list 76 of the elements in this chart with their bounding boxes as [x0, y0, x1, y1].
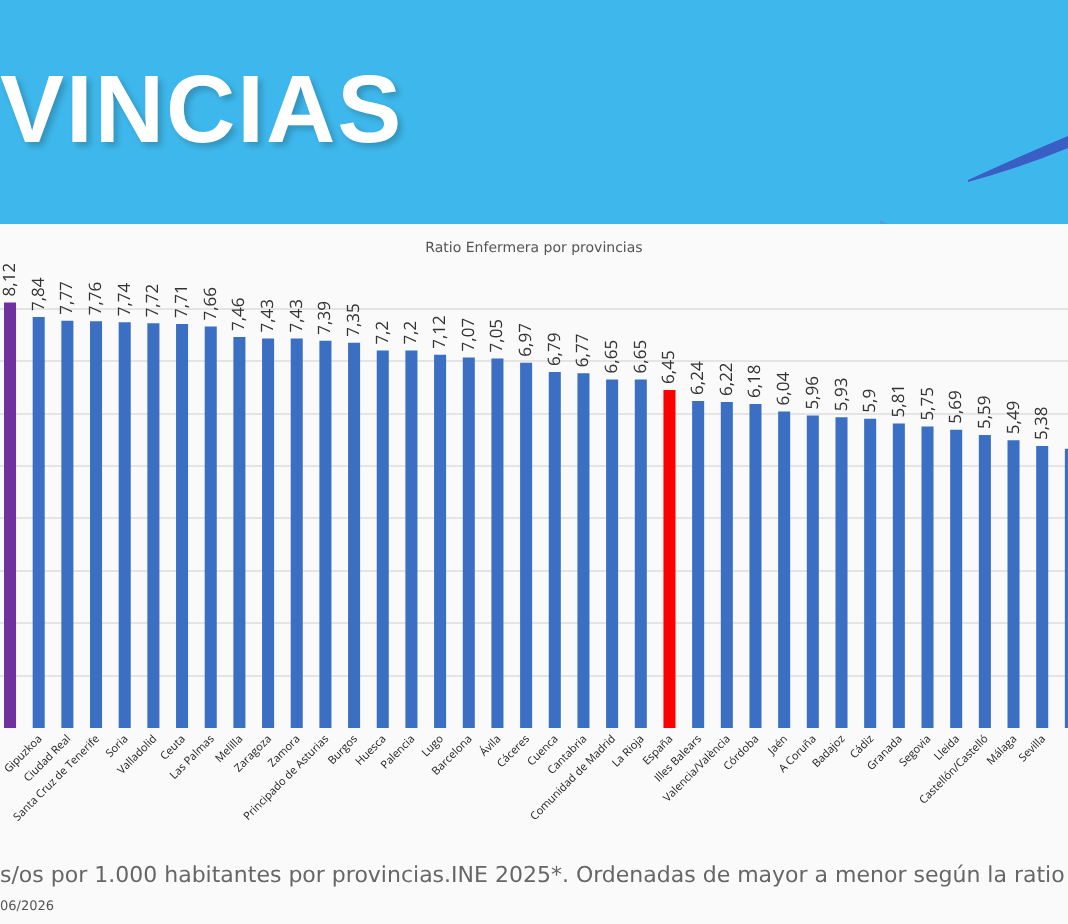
- data-label: 7,71: [171, 284, 194, 318]
- bar: [233, 337, 246, 728]
- data-label: 7,43: [257, 298, 280, 333]
- data-label: 8,12: [0, 262, 22, 297]
- bar: [1007, 440, 1020, 728]
- data-label: 5,69: [945, 389, 968, 424]
- bar: [950, 429, 963, 728]
- bar: [921, 426, 934, 728]
- bar: [749, 404, 762, 728]
- bar: [892, 423, 905, 728]
- bar: [61, 320, 74, 728]
- bar: [692, 400, 705, 728]
- text: s/os por 1.000 habitantes por provincias.INE 2025*. Ordenadas de mayor a menor según la ratio: [0, 862, 1065, 888]
- bar: [835, 417, 848, 728]
- bar: [462, 357, 475, 728]
- data-label: 6,24: [687, 361, 710, 395]
- bar: [1036, 446, 1049, 728]
- bar: [348, 342, 361, 728]
- bar: [720, 401, 733, 728]
- data-label: 6,65: [601, 339, 624, 374]
- bar: [176, 323, 189, 728]
- chart-title: VINCIAS: [0, 56, 404, 166]
- data-label: 7,35: [343, 302, 366, 337]
- bar: [978, 435, 991, 728]
- bar: [491, 358, 504, 728]
- data-label: 5,96: [801, 375, 824, 410]
- data-label: 7,2: [371, 320, 394, 345]
- bar: [778, 411, 791, 728]
- bar: [90, 321, 103, 728]
- bar: [577, 373, 590, 728]
- data-label: 7,05: [486, 318, 509, 353]
- bar: [806, 415, 819, 728]
- data-label: 6,65: [629, 339, 652, 374]
- data-label: 7,46: [228, 297, 251, 331]
- data-label: 5,59: [973, 395, 996, 429]
- bar: [864, 418, 877, 728]
- data-label: 7,39: [314, 300, 337, 335]
- data-label: 7,77: [56, 280, 79, 315]
- bar: [4, 302, 17, 728]
- data-label: 5,93: [830, 377, 853, 412]
- data-label: 5,9: [859, 388, 882, 413]
- data-label: 6,18: [744, 364, 767, 399]
- bar: [434, 354, 447, 728]
- bar: [32, 317, 45, 728]
- bar: [262, 338, 275, 728]
- data-label: 5,49: [1002, 400, 1025, 435]
- bar: [548, 372, 561, 728]
- bar: [634, 379, 647, 728]
- data-label: 6,77: [572, 333, 595, 368]
- bar: [147, 323, 160, 728]
- bar: [118, 322, 131, 728]
- data-label: 7,43: [285, 298, 308, 333]
- data-label: 6,04: [773, 371, 796, 406]
- data-label: 7,66: [199, 286, 222, 321]
- bar: [319, 340, 332, 728]
- data-label: 7,76: [85, 281, 108, 316]
- bar: [290, 338, 303, 728]
- data-label: 7,2: [400, 320, 423, 345]
- bar: [606, 379, 619, 728]
- data-label: 7,07: [457, 317, 480, 352]
- data-label: 6,22: [715, 362, 738, 396]
- bar: [520, 362, 533, 728]
- bar: [204, 326, 217, 728]
- data-label: 5,81: [887, 383, 910, 418]
- data-label: 7,84: [27, 277, 50, 312]
- data-label: 6,97: [515, 322, 538, 357]
- data-label: 5,38: [1031, 406, 1054, 441]
- data-label: 6,45: [658, 350, 681, 384]
- bar: [405, 350, 418, 728]
- data-label: 7,74: [113, 282, 136, 317]
- data-label: 7,72: [142, 283, 165, 318]
- data-label: 6,79: [543, 332, 566, 367]
- bar: [376, 350, 389, 728]
- data-label: 7,12: [429, 314, 452, 349]
- data-label: 5,75: [916, 386, 939, 421]
- bar: [663, 389, 676, 728]
